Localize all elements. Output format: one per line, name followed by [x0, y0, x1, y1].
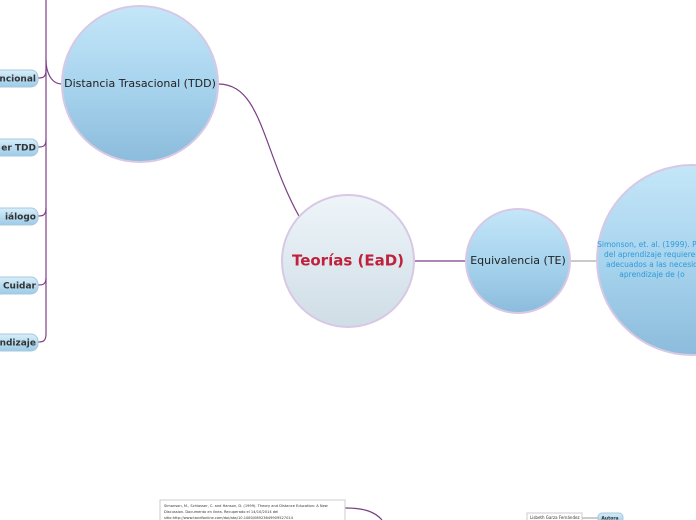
branch-label: ncional [0, 75, 36, 85]
te-node [465, 208, 571, 314]
reference-line: sitio:http://www.tandfonline.com/doi/abs… [164, 516, 294, 520]
note-text: Simonson, et. al. (1999). Pais del apren… [597, 240, 696, 279]
reference-line: Discussion. Documento en línea. Recupera… [164, 510, 278, 514]
author-name: Lisbeth Garza Fernández [530, 515, 580, 520]
branch-label: Cuidar [3, 282, 37, 292]
note-line: adecuados a las necesid [606, 260, 696, 269]
branch-pill [0, 207, 39, 226]
tdd-node [61, 5, 219, 163]
branch-pill [0, 333, 39, 352]
branch-pill [0, 138, 39, 157]
tdd-branches: ncional er TDD iálogo Cuidar ndizaje [0, 69, 39, 352]
center-label: Teorías (EaD) [292, 252, 404, 270]
author-box [526, 512, 583, 520]
branch-pill [0, 276, 39, 295]
branch-label: iálogo [5, 213, 36, 223]
connectors [37, 0, 598, 520]
note-line: Simonson, et. al. (1999). Pais [597, 240, 696, 249]
branch-label: ndizaje [0, 339, 36, 349]
author-role: Autora [601, 516, 618, 520]
reference-line: Simonson, M., Schlosser, C. and Hanson, … [164, 504, 328, 508]
note-line: del aprendizaje requieren [604, 250, 696, 259]
branch-label: er TDD [1, 144, 36, 154]
node-label: Distancia Trasacional (TDD) [64, 77, 216, 90]
node-label: Equivalencia (TE) [470, 254, 566, 267]
author-pill [597, 512, 624, 520]
reference-text: Simonson, M., Schlosser, C. and Hanson, … [164, 504, 328, 520]
center-node [281, 194, 415, 328]
reference-box [159, 499, 346, 520]
note-line: aprendizaje de (o [619, 270, 685, 279]
branch-pill [0, 69, 39, 88]
note-node [596, 164, 696, 356]
